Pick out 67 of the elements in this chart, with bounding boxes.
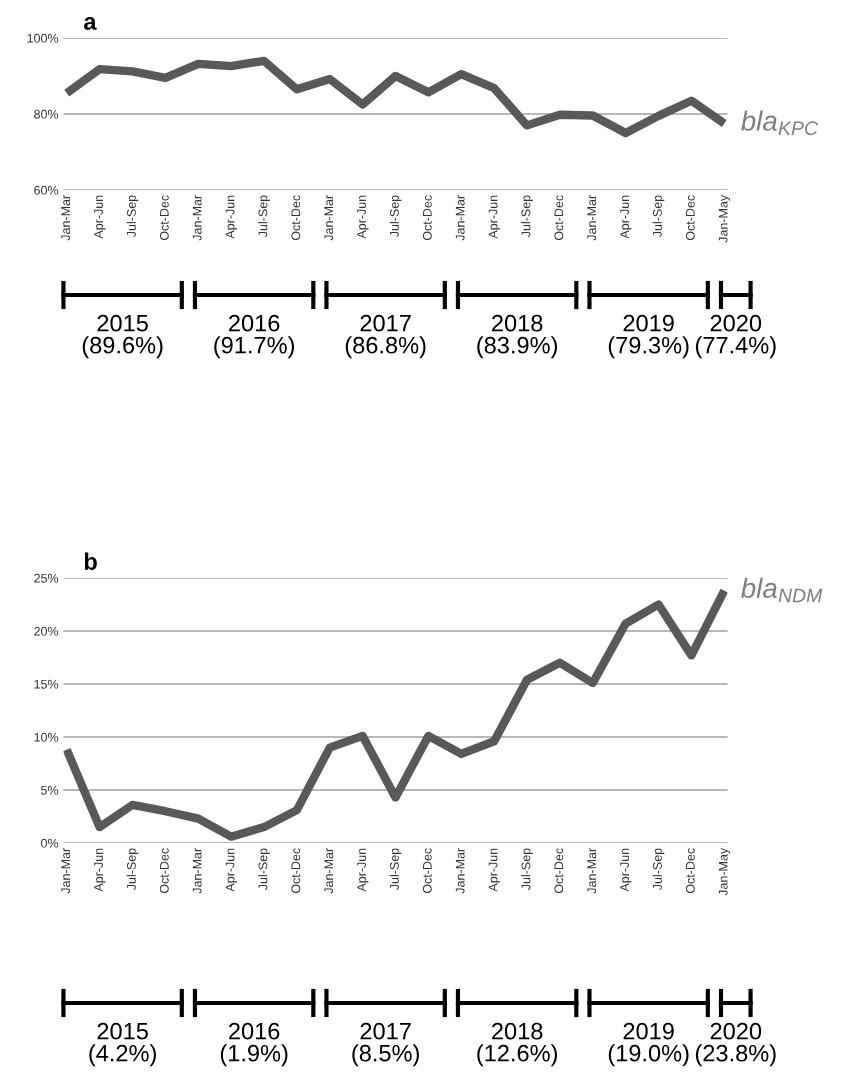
x-tick-label: Jul-Sep <box>521 848 533 891</box>
x-tick-label: Jan-May <box>718 847 731 896</box>
y-tick-label: 80% <box>34 109 59 119</box>
x-tick-label: Jan-Mar <box>61 195 71 241</box>
x-tick-label: Jul-Sep <box>652 195 665 238</box>
text: 2019 (79.3%) <box>608 314 689 359</box>
y-tick-label: 100% <box>27 33 59 43</box>
x-tick-label: Apr-Jun <box>488 195 500 239</box>
x-tick-label: Jul-Sep <box>389 195 402 238</box>
text: 2020 (77.4%) <box>695 314 776 359</box>
x-tick-label: Jul-Sep <box>521 195 533 238</box>
x-tick-label: Jul-Sep <box>126 848 139 891</box>
x-tick-label: Oct-Dec <box>554 848 564 894</box>
x-tick-label: Oct-Dec <box>685 195 695 241</box>
x-tick-label: Oct-Dec <box>291 848 301 894</box>
x-tick-label: Jan-Mar <box>587 195 597 241</box>
x-tick-label: Jul-Sep <box>258 195 270 238</box>
x-tick-label: Jan-Mar <box>192 848 202 894</box>
x-tick-label: Jan-Mar <box>324 195 334 241</box>
text: 2020 (23.8%) <box>695 1022 776 1067</box>
x-tick-label: Jul-Sep <box>126 195 139 238</box>
x-tick-label: Apr-Jun <box>488 848 500 892</box>
y-tick-label: 15% <box>34 679 59 689</box>
x-tick-label: Oct-Dec <box>554 195 564 241</box>
y-tick-label: 20% <box>34 626 59 636</box>
x-tick-label: Jan-Mar <box>455 195 465 241</box>
text: 2016 (1.9%) <box>220 1022 288 1067</box>
x-tick-label: Apr-Jun <box>620 848 632 892</box>
x-tick-label: Jan-Mar <box>587 848 597 894</box>
text: 2016 (91.7%) <box>214 314 295 359</box>
chart-title: b <box>84 552 97 570</box>
x-tick-label: Jan-Mar <box>61 848 71 894</box>
x-tick-label: Jan-Mar <box>455 848 465 894</box>
text: 2018 (83.9%) <box>477 314 558 359</box>
x-tick-label: Apr-Jun <box>620 195 632 239</box>
x-tick-label: Apr-Jun <box>225 848 237 892</box>
text: 2017 (8.5%) <box>352 1022 419 1067</box>
x-tick-label: Apr-Jun <box>94 848 106 892</box>
y-tick-label: 25% <box>34 573 59 583</box>
x-tick-label: Apr-Jun <box>357 848 369 892</box>
chart-title: a <box>84 16 97 30</box>
text: 2018 (12.6%) <box>477 1022 558 1067</box>
x-tick-label: Oct-Dec <box>159 195 169 241</box>
x-tick-label: Apr-Jun <box>94 195 106 239</box>
text: 2015 (4.2%) <box>89 1022 156 1067</box>
x-tick-label: Jul-Sep <box>389 848 402 891</box>
x-tick-label: Apr-Jun <box>225 195 237 239</box>
x-tick-label: Oct-Dec <box>159 848 169 894</box>
y-tick-label: 60% <box>34 185 59 195</box>
series-label: bla$_{KPC}$ <box>741 110 819 136</box>
text: 2017 (86.8%) <box>345 314 426 359</box>
text: 2015 (89.6%) <box>82 314 163 359</box>
x-tick-label: Oct-Dec <box>685 848 695 894</box>
x-tick-label: Jan-Mar <box>192 195 202 241</box>
y-tick-label: 5% <box>41 785 59 795</box>
series-label: bla$_{NDM}$ <box>741 577 823 603</box>
x-tick-label: Apr-Jun <box>357 195 369 239</box>
text: 2019 (19.0%) <box>608 1022 689 1067</box>
x-tick-label: Jul-Sep <box>258 848 270 891</box>
x-tick-label: Jan-May <box>718 194 731 243</box>
x-tick-label: Oct-Dec <box>291 195 301 241</box>
x-tick-label: Jul-Sep <box>652 848 665 891</box>
y-tick-label: 0% <box>41 838 59 848</box>
y-tick-label: 10% <box>34 732 59 742</box>
x-tick-label: Oct-Dec <box>422 848 432 894</box>
x-tick-label: Oct-Dec <box>422 195 432 241</box>
x-tick-label: Jan-Mar <box>324 848 334 894</box>
